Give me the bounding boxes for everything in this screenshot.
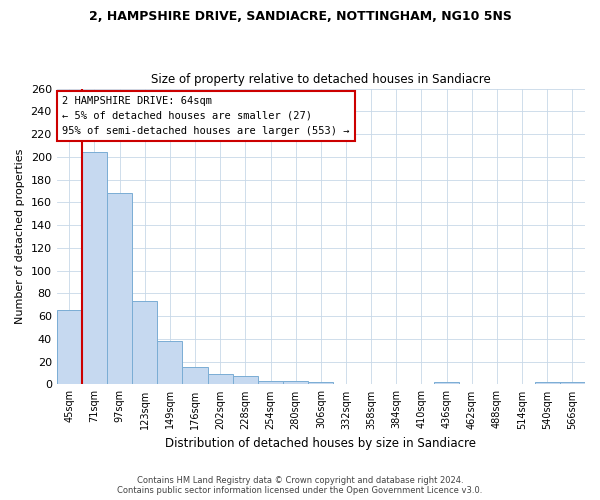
Bar [560,382,585,384]
Bar [258,381,283,384]
Bar [132,302,157,384]
Bar [107,193,132,384]
Bar [535,382,560,384]
Bar [283,381,308,384]
Text: Contains HM Land Registry data © Crown copyright and database right 2024.
Contai: Contains HM Land Registry data © Crown c… [118,476,482,495]
Bar [208,374,233,384]
Bar [157,341,182,384]
Bar [56,310,82,384]
Y-axis label: Number of detached properties: Number of detached properties [15,149,25,324]
X-axis label: Distribution of detached houses by size in Sandiacre: Distribution of detached houses by size … [166,437,476,450]
Bar [233,376,258,384]
Title: Size of property relative to detached houses in Sandiacre: Size of property relative to detached ho… [151,73,491,86]
Text: 2 HAMPSHIRE DRIVE: 64sqm
← 5% of detached houses are smaller (27)
95% of semi-de: 2 HAMPSHIRE DRIVE: 64sqm ← 5% of detache… [62,96,349,136]
Bar [82,152,107,384]
Bar [182,368,208,384]
Bar [434,382,459,384]
Text: 2, HAMPSHIRE DRIVE, SANDIACRE, NOTTINGHAM, NG10 5NS: 2, HAMPSHIRE DRIVE, SANDIACRE, NOTTINGHA… [89,10,511,23]
Bar [308,382,334,384]
